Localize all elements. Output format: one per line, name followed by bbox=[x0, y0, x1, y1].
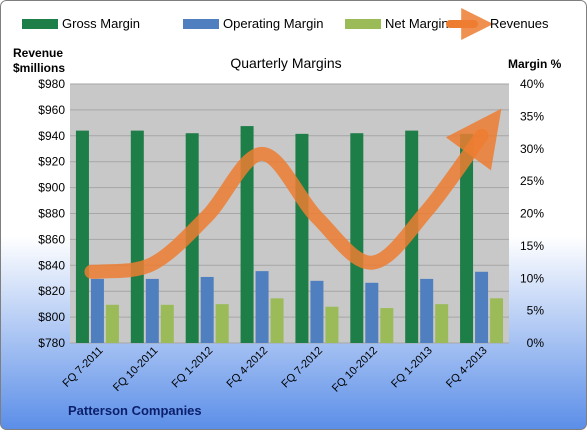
bar-operating-margin bbox=[145, 278, 159, 343]
left-axis: $780 $800 $820 $840 $860 $880 $900 $920 $940 $960… bbox=[38, 77, 65, 350]
left-tick-label: $980 bbox=[38, 77, 65, 91]
bar-gross-margin bbox=[130, 130, 144, 343]
bar-gross-margin bbox=[75, 130, 89, 343]
bar-net-margin bbox=[160, 304, 174, 343]
legend-label: Gross Margin bbox=[62, 16, 140, 31]
right-tick-label: 30% bbox=[520, 142, 544, 156]
bar-net-margin bbox=[435, 304, 449, 343]
left-tick-label: $900 bbox=[38, 181, 65, 195]
bar-operating-margin bbox=[475, 271, 489, 343]
left-tick-label: $940 bbox=[38, 129, 65, 143]
bar-operating-margin bbox=[90, 278, 104, 343]
right-tick-label: 0% bbox=[527, 336, 545, 350]
bar-net-margin bbox=[380, 308, 394, 343]
bar-gross-margin bbox=[295, 133, 309, 343]
legend-label: Operating Margin bbox=[223, 16, 323, 31]
revenue-line-layer bbox=[84, 108, 502, 279]
bar-operating-margin bbox=[200, 276, 214, 343]
left-tick-label: $780 bbox=[38, 336, 65, 350]
right-tick-label: 20% bbox=[520, 207, 544, 221]
legend: Gross Margin Operating Margin Net Margin Re… bbox=[22, 8, 549, 40]
bar-gross-margin bbox=[350, 133, 364, 343]
right-axis: 0% 5% 10% 15% 20% 25% 30% 35% 40% bbox=[520, 77, 544, 350]
right-tick-label: 25% bbox=[520, 174, 544, 188]
left-tick-label: $880 bbox=[38, 207, 65, 221]
legend-label: Revenues bbox=[490, 16, 549, 31]
legend-swatch bbox=[183, 19, 219, 29]
legend-swatch bbox=[22, 19, 58, 29]
right-tick-label: 35% bbox=[520, 109, 544, 123]
legend-swatch bbox=[345, 19, 381, 29]
right-tick-label: 5% bbox=[527, 304, 545, 318]
bar-operating-margin bbox=[365, 282, 379, 343]
bar-net-margin bbox=[215, 304, 229, 343]
bar-net-margin bbox=[490, 298, 504, 343]
bar-net-margin bbox=[105, 304, 119, 343]
bar-net-margin bbox=[270, 298, 284, 343]
left-axis-title-line2: $millions bbox=[13, 61, 65, 75]
left-tick-label: $820 bbox=[38, 284, 65, 298]
bar-operating-margin bbox=[420, 278, 434, 343]
revenue-line bbox=[84, 108, 502, 279]
bar-net-margin bbox=[325, 306, 339, 343]
bar-gross-margin bbox=[240, 126, 254, 344]
left-axis-title-line1: Revenue bbox=[13, 46, 63, 60]
legend-label: Net Margin bbox=[385, 16, 449, 31]
chart-title: Quarterly Margins bbox=[230, 55, 341, 71]
bars-layer bbox=[75, 126, 504, 344]
company-name: Patterson Companies bbox=[68, 403, 202, 418]
left-tick-label: $960 bbox=[38, 103, 65, 117]
right-tick-label: 15% bbox=[520, 239, 544, 253]
left-tick-label: $920 bbox=[38, 155, 65, 169]
bar-operating-margin bbox=[310, 280, 324, 343]
right-axis-title: Margin % bbox=[508, 57, 562, 71]
left-tick-label: $860 bbox=[38, 232, 65, 246]
bar-operating-margin bbox=[255, 271, 269, 343]
left-tick-label: $800 bbox=[38, 310, 65, 324]
bar-gross-margin bbox=[460, 133, 474, 343]
left-tick-label: $840 bbox=[38, 258, 65, 272]
right-tick-label: 40% bbox=[520, 77, 544, 91]
right-tick-label: 10% bbox=[520, 271, 544, 285]
